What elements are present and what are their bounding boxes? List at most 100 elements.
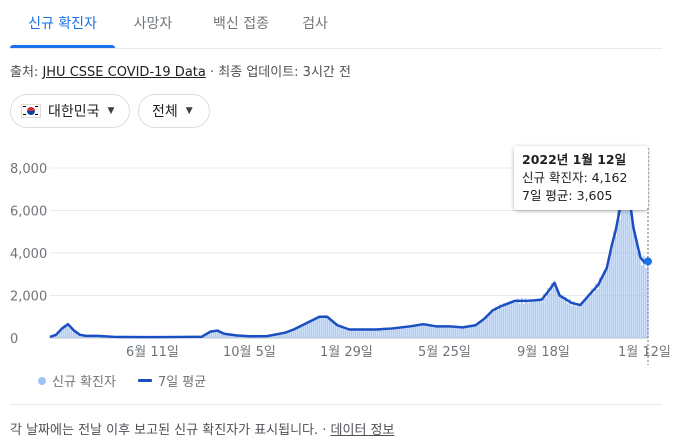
tab-tests[interactable]: 검사 <box>292 0 338 47</box>
country-select[interactable]: 대한민국 ▼ <box>10 94 130 128</box>
daily-case-bar <box>489 313 491 338</box>
daily-case-bar <box>511 302 513 338</box>
daily-case-bar <box>389 328 391 338</box>
scope-select[interactable]: 전체 ▼ <box>138 94 210 128</box>
tab-vaccinations[interactable]: 백신 접종 <box>196 0 286 47</box>
daily-case-bar <box>349 330 351 338</box>
daily-case-bar <box>547 288 549 338</box>
source-link[interactable]: JHU CSSE COVID-19 Data <box>42 65 206 80</box>
daily-case-bar <box>223 333 225 338</box>
tab-vaccinations-label: 백신 접종 <box>213 16 269 32</box>
daily-case-bar <box>301 326 303 338</box>
tab-new-cases[interactable]: 신규 확진자 <box>10 0 115 48</box>
daily-case-bar <box>417 324 419 338</box>
daily-case-bar <box>641 265 643 338</box>
daily-case-bar <box>213 331 215 338</box>
daily-case-bar <box>307 321 309 338</box>
daily-case-bar <box>505 305 507 338</box>
daily-case-bar <box>353 330 355 338</box>
daily-case-bar <box>433 325 435 338</box>
daily-case-bar <box>395 327 397 338</box>
daily-case-bar <box>609 251 611 338</box>
seven-day-average-line <box>49 190 649 339</box>
cases-chart[interactable]: 8,000 6,000 4,000 2,000 0 6월 11일 10월 5일 1월 29일 5… <box>0 140 678 365</box>
daily-case-bar <box>635 234 637 338</box>
footer-separator: · <box>318 423 331 438</box>
daily-case-bar <box>333 321 335 338</box>
daily-case-bar <box>355 328 357 338</box>
daily-case-bar <box>409 326 411 338</box>
daily-case-bar <box>321 315 323 338</box>
daily-case-bar <box>311 319 313 338</box>
daily-case-bar <box>287 331 289 338</box>
legend-daily-swatch <box>38 376 46 385</box>
daily-case-bar <box>381 328 383 338</box>
daily-case-bar <box>615 236 617 338</box>
daily-case-bar <box>319 317 321 338</box>
daily-case-bar <box>533 299 535 338</box>
tab-bar: 신규 확진자 사망자 백신 접종 검사 <box>10 0 662 49</box>
daily-case-bar <box>71 328 73 338</box>
daily-case-bar <box>541 301 543 338</box>
daily-case-bar <box>573 300 575 338</box>
daily-case-bar <box>523 303 525 338</box>
daily-case-bar <box>315 318 317 338</box>
daily-case-bar <box>367 329 369 338</box>
daily-case-bar <box>621 189 623 338</box>
daily-case-bar <box>373 328 375 338</box>
daily-case-bar <box>393 328 395 338</box>
daily-case-bar <box>369 329 371 338</box>
daily-case-bar <box>231 335 233 338</box>
daily-case-bar <box>329 317 331 338</box>
daily-case-bar <box>585 299 587 338</box>
daily-case-bar <box>491 309 493 338</box>
daily-case-bar <box>55 334 57 338</box>
daily-case-bar <box>581 302 583 338</box>
daily-case-bar <box>637 252 639 338</box>
x-tick-label: 6월 11일 <box>126 345 179 360</box>
daily-case-bar <box>225 333 227 338</box>
source-line: 출처: JHU CSSE COVID-19 Data · 최종 업데이트: 3시… <box>10 61 351 80</box>
tab-deaths[interactable]: 사망자 <box>122 0 184 47</box>
daily-case-bar <box>509 302 511 338</box>
daily-case-bar <box>555 284 557 338</box>
data-info-link[interactable]: 데이터 정보 <box>330 423 395 438</box>
footer: 각 날짜에는 전날 이후 보고된 신규 확진자가 표시됩니다. · 데이터 정보 <box>10 419 394 438</box>
daily-case-bar <box>551 282 553 338</box>
daily-case-bar <box>405 327 407 338</box>
daily-case-bar <box>529 298 531 338</box>
daily-case-bar <box>75 332 77 338</box>
daily-case-bar <box>59 329 61 338</box>
daily-case-bar <box>443 325 445 338</box>
daily-case-bar <box>285 332 287 338</box>
chart-tooltip: 2022년 1월 12일 신규 확진자: 4,162 7일 평균: 3,605 <box>514 146 648 210</box>
daily-case-bar <box>545 297 547 338</box>
daily-case-bar <box>467 327 469 338</box>
daily-case-bar <box>299 325 301 338</box>
daily-case-bar <box>347 328 349 338</box>
daily-case-bar <box>631 217 633 338</box>
daily-case-bar <box>563 300 565 338</box>
daily-case-bar <box>569 299 571 338</box>
daily-case-bar <box>459 326 461 338</box>
highlight-point <box>644 257 652 266</box>
daily-case-bar <box>407 326 409 338</box>
daily-case-bar <box>209 332 211 338</box>
tooltip-average: 7일 평균: 3,605 <box>522 188 613 203</box>
daily-case-bar <box>227 334 229 338</box>
daily-case-bar <box>305 324 307 338</box>
daily-case-bar <box>539 298 541 338</box>
daily-case-bar <box>591 288 593 338</box>
daily-case-bar <box>207 332 209 338</box>
daily-case-bar <box>583 300 585 338</box>
korea-flag-icon <box>21 104 41 118</box>
daily-case-bar <box>501 308 503 338</box>
daily-case-bar <box>77 333 79 338</box>
daily-case-bar <box>629 199 631 338</box>
x-tick-label: 5월 25일 <box>418 345 471 360</box>
daily-case-bar <box>617 209 619 338</box>
daily-case-bar <box>453 327 455 338</box>
daily-case-bar <box>503 303 505 338</box>
daily-case-bar <box>549 292 551 338</box>
daily-case-bar <box>473 324 475 338</box>
